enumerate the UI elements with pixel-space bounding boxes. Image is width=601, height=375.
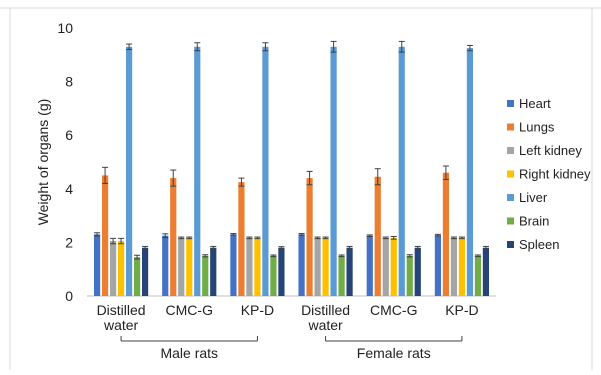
bar — [210, 247, 217, 296]
bar — [270, 255, 277, 296]
bar — [109, 241, 117, 296]
bar — [434, 235, 442, 296]
bar — [322, 237, 329, 296]
bar — [374, 176, 381, 296]
x-tick-label: KP-D — [241, 302, 274, 318]
legend-swatch — [507, 241, 514, 248]
legend-swatch — [507, 217, 514, 225]
bar — [338, 255, 345, 296]
bar — [474, 255, 482, 296]
bar — [93, 234, 101, 296]
x-tick-label: water — [307, 317, 343, 333]
bar — [406, 255, 413, 296]
bar — [202, 255, 209, 296]
bar — [194, 46, 201, 297]
bar — [390, 237, 397, 296]
bar — [458, 237, 466, 296]
legend-swatch — [507, 170, 514, 178]
y-tick-label: 10 — [57, 20, 73, 36]
bar — [141, 247, 149, 296]
bar — [178, 237, 185, 296]
legend-label: Heart — [519, 96, 551, 111]
bar — [186, 237, 193, 296]
bar — [246, 237, 253, 296]
group-label: Male rats — [160, 345, 218, 361]
legend-label: Brain — [519, 214, 549, 229]
bar — [278, 247, 285, 296]
x-tick-label: KP-D — [445, 302, 478, 318]
x-tick-label: CMC-G — [370, 302, 417, 318]
x-tick-label: Distilled — [97, 302, 146, 318]
y-tick-label: 6 — [65, 127, 73, 143]
bar — [133, 257, 141, 296]
x-tick-label: water — [103, 317, 139, 333]
bar — [298, 234, 305, 296]
bar — [262, 46, 269, 297]
bar — [238, 182, 245, 296]
bar — [162, 235, 169, 296]
group-label: Female rats — [357, 345, 431, 361]
bar — [306, 178, 313, 296]
bar — [398, 46, 405, 297]
bar — [170, 178, 177, 296]
bar — [330, 46, 337, 297]
bar — [117, 241, 125, 296]
bar — [450, 237, 458, 296]
bar — [101, 175, 109, 296]
bar — [366, 235, 373, 296]
y-tick-label: 2 — [65, 234, 73, 250]
y-tick-label: 4 — [65, 181, 73, 197]
bar — [230, 234, 237, 296]
bar — [314, 237, 321, 296]
bar — [382, 237, 389, 296]
bar — [482, 247, 490, 296]
legend-label: Liver — [519, 190, 548, 205]
bar — [346, 247, 353, 296]
bar — [414, 247, 421, 296]
legend-swatch — [507, 147, 514, 154]
x-tick-label: Distilled — [301, 302, 350, 318]
legend-label: Spleen — [519, 237, 559, 252]
y-axis-label: Weight of organs (g) — [35, 99, 51, 226]
bar — [125, 46, 133, 297]
legend-swatch — [507, 123, 514, 131]
y-tick-label: 0 — [65, 288, 73, 304]
bar — [466, 48, 474, 296]
legend-swatch — [507, 194, 514, 201]
legend-label: Right kidney — [519, 167, 591, 182]
y-tick-label: 8 — [65, 74, 73, 90]
legend-label: Lungs — [519, 120, 555, 135]
legend-swatch — [507, 100, 514, 107]
legend-label: Left kidney — [519, 143, 582, 158]
bar — [442, 172, 450, 296]
x-tick-label: CMC-G — [166, 302, 213, 318]
bar — [254, 237, 261, 296]
